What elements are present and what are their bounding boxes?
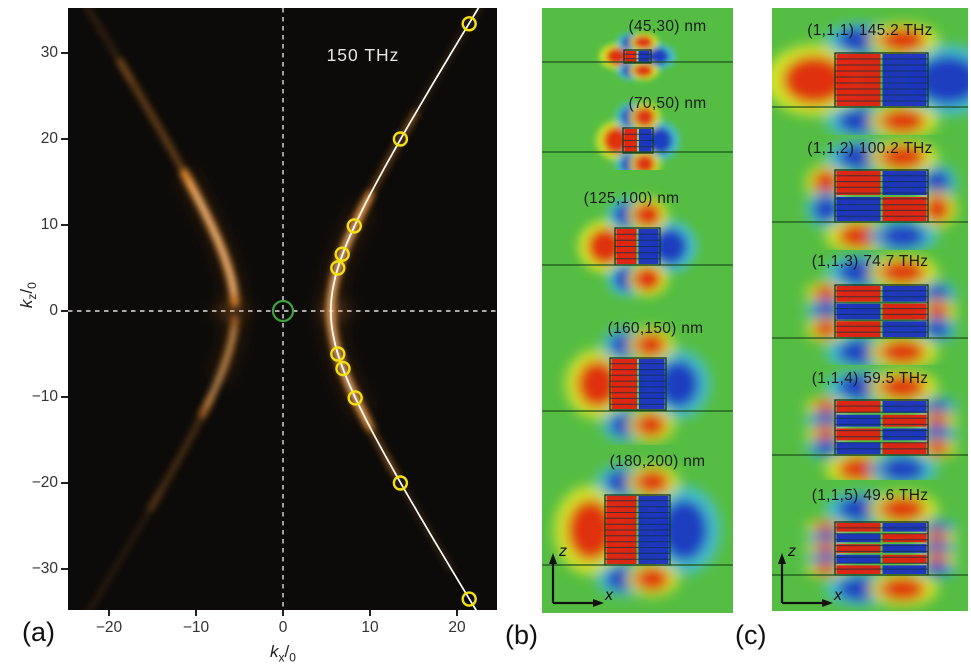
z-arrow-icon	[778, 553, 786, 564]
field-map-cell: (1,1,2) 100.2 THz	[772, 135, 968, 250]
x-tick-label: −10	[182, 619, 210, 636]
x-tick-mark	[108, 610, 110, 616]
x-axis-label: kx/0	[270, 642, 296, 665]
field-map-label: (160,150) nm	[607, 320, 704, 337]
field-map-image	[772, 8, 968, 135]
y-tick-label: 10	[40, 216, 58, 233]
x-arrow-icon	[593, 599, 604, 607]
z-arrow-icon	[549, 553, 557, 564]
x-tick-mark	[369, 610, 371, 616]
y-axis-label: kz/0	[16, 282, 40, 309]
field-map-image	[542, 445, 733, 613]
field-map-image	[772, 365, 968, 480]
y-tick-label: −10	[31, 388, 58, 405]
y-tick-mark	[61, 396, 68, 398]
x-tick-label: 20	[448, 619, 466, 636]
field-map-cell: (125,100) nm	[542, 170, 733, 310]
field-map-label: (45,30) nm	[628, 18, 707, 35]
y-tick-label: 0	[49, 302, 58, 319]
panel-c-field-map-strip: (1,1,1) 145.2 THz (1,1,2) 100.2 THz (1,1,3…	[772, 8, 968, 611]
y-tick-label: 30	[40, 44, 58, 61]
y-tick-mark	[61, 224, 68, 226]
y-tick-mark	[61, 52, 68, 54]
field-map-label: (1,1,5) 49.6 THz	[811, 487, 929, 504]
svg-text:x: x	[604, 587, 614, 604]
hyperbola-fit-line	[330, 5, 481, 617]
field-map-cell: (1,1,3) 74.7 THz	[772, 250, 968, 365]
field-map-image	[772, 480, 968, 611]
x-tick-label: −20	[95, 619, 123, 636]
origin-marker-circle	[271, 299, 295, 323]
dispersion-plot-area: 150 THz	[68, 2, 497, 619]
x-arrow-icon	[822, 599, 833, 607]
x-tick-label: 10	[361, 619, 379, 636]
y-tick-mark	[61, 482, 68, 484]
field-map-label: (1,1,1) 145.2 THz	[807, 22, 933, 39]
y-tick-label: 20	[40, 130, 58, 147]
panel-a-dispersion-plot: 150 THz 30 20 10 0 −10 −20 −30 −20 −10 0 10 20 kz/…	[16, 2, 497, 665]
field-map-label: (180,200) nm	[609, 453, 706, 470]
zx-axes-indicator: zx	[549, 543, 614, 607]
field-map-image	[542, 8, 733, 88]
y-tick-label: −20	[31, 474, 58, 491]
panel-b-field-map-strip: (45,30) nm (70,50) nm (125,100) nm (160,150…	[542, 8, 733, 613]
field-map-image	[542, 310, 733, 445]
svg-text:z: z	[558, 543, 567, 560]
field-map-cell: (1,1,5) 49.6 THz	[772, 480, 968, 611]
x-tick-label: 0	[278, 619, 288, 636]
zx-axes-indicator: zx	[778, 543, 843, 607]
field-map-cell: (180,200) nm	[542, 445, 733, 613]
field-map-label: (1,1,3) 74.7 THz	[811, 253, 929, 270]
field-map-label: (125,100) nm	[583, 190, 680, 207]
panel-label-a: (a)	[22, 617, 55, 647]
panel-label-b: (b)	[505, 620, 538, 650]
field-map-label: (1,1,4) 59.5 THz	[811, 370, 929, 387]
field-map-cell: (160,150) nm	[542, 310, 733, 445]
field-map-image	[772, 135, 968, 250]
field-map-label: (1,1,2) 100.2 THz	[807, 140, 933, 157]
dispersion-plot-canvas: 150 THz	[68, 2, 497, 619]
field-map-image	[542, 170, 733, 310]
x-tick-mark	[282, 610, 284, 616]
field-map-cell: (70,50) nm	[542, 88, 733, 170]
field-map-image	[542, 88, 733, 170]
y-tick-mark	[61, 568, 68, 570]
y-tick-mark	[61, 310, 68, 312]
x-tick-mark	[195, 610, 197, 616]
y-tick-label: −30	[31, 560, 58, 577]
svg-text:z: z	[787, 543, 796, 560]
field-map-cell: (1,1,4) 59.5 THz	[772, 365, 968, 480]
panel-label-c: (c)	[735, 620, 767, 650]
data-point-circles	[330, 16, 477, 607]
field-map-cell: (1,1,1) 145.2 THz	[772, 8, 968, 135]
plot-frequency-label: 150 THz	[327, 45, 400, 65]
field-map-label: (70,50) nm	[628, 95, 707, 112]
field-map-image	[772, 250, 968, 365]
field-map-cell: (45,30) nm	[542, 8, 733, 88]
x-tick-mark	[456, 610, 458, 616]
svg-text:x: x	[833, 587, 843, 604]
y-tick-mark	[61, 138, 68, 140]
